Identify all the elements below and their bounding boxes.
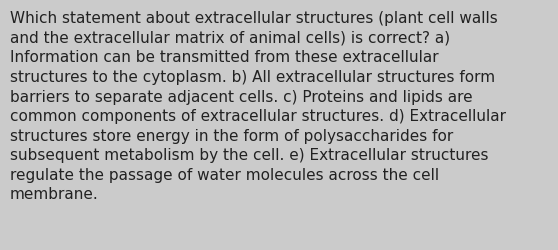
Text: Which statement about extracellular structures (plant cell walls
and the extrace: Which statement about extracellular stru… xyxy=(10,11,506,202)
